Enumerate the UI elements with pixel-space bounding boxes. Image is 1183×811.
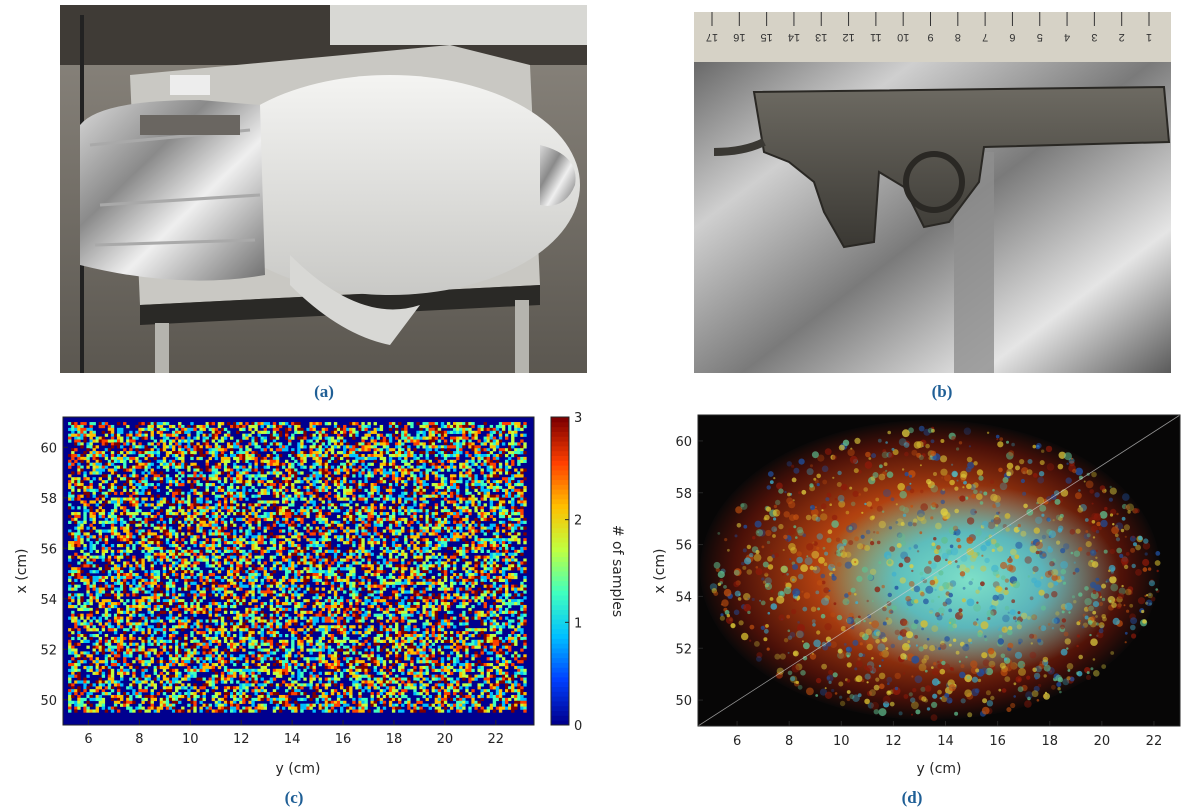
y-tick-label: 52: [675, 642, 692, 657]
x-axis-label-d: y (cm): [917, 761, 962, 777]
colorbar-tick-label: 3: [574, 411, 582, 426]
ruler-number: 13: [815, 31, 827, 43]
x-ticks-c: 6 8 10 12 14 16 18 20 22: [84, 720, 504, 747]
y-tick-label: 54: [675, 590, 692, 605]
y-tick-label: 54: [40, 593, 57, 608]
x-ticks-d: 6 8 10 12 14 16 18 20 22: [733, 721, 1162, 749]
x-tick-label: 12: [885, 734, 902, 749]
ruler-number: 16: [733, 31, 745, 43]
photo-mannequin: [60, 5, 587, 373]
ruler-number: 7: [982, 31, 988, 43]
colorbar-label: # of samples: [609, 525, 625, 617]
ruler-number: 4: [1064, 31, 1070, 43]
photo-pistol: 17 16 15 14 13 12 11 10 9 8 7 6 5 4 3 2 1: [694, 12, 1171, 373]
reconstruction-image: [698, 415, 1180, 726]
x-tick-label: 8: [135, 732, 143, 747]
x-tick-label: 18: [386, 732, 403, 747]
caption-c: (c): [284, 788, 304, 807]
x-tick-label: 22: [1146, 734, 1163, 749]
y-tick-label: 60: [675, 435, 692, 450]
x-tick-label: 20: [1094, 734, 1111, 749]
ruler-number: 14: [788, 31, 800, 43]
caption-d: (d): [901, 788, 923, 807]
x-tick-label: 22: [488, 732, 505, 747]
y-tick-label: 56: [40, 542, 57, 557]
colorbar-tick-label: 1: [574, 616, 582, 631]
x-tick-label: 16: [989, 734, 1006, 749]
x-tick-label: 12: [233, 732, 250, 747]
colorbar-tick-label: 0: [574, 719, 582, 734]
x-tick-label: 16: [335, 732, 352, 747]
ruler-scale: 17 16 15 14 13 12 11 10 9 8 7 6 5 4 3 2 1: [706, 12, 1152, 43]
y-tick-label: 60: [40, 441, 57, 456]
y-ticks-d: 50 52 54 56 58 60: [675, 435, 703, 709]
caption-a: (a): [314, 382, 334, 401]
ruler-number: 2: [1119, 31, 1125, 43]
ruler-number: 12: [842, 31, 854, 43]
x-tick-label: 6: [84, 732, 92, 747]
ruler-number: 11: [870, 31, 881, 43]
colorbar-tick-label: 2: [574, 514, 582, 529]
ruler-number: 9: [927, 31, 933, 43]
ruler-number: 17: [706, 31, 718, 43]
ruler-number: 1: [1146, 31, 1152, 43]
pistol-illustration: 17 16 15 14 13 12 11 10 9 8 7 6 5 4 3 2 1: [694, 12, 1171, 373]
y-tick-label: 58: [675, 487, 692, 502]
ruler-number: 8: [955, 31, 961, 43]
ruler-number: 10: [897, 31, 909, 43]
x-tick-label: 18: [1041, 734, 1058, 749]
ruler-number: 6: [1009, 31, 1015, 43]
y-axis-label-c: x (cm): [14, 549, 30, 594]
ruler-number: 3: [1091, 31, 1097, 43]
y-tick-label: 50: [675, 694, 692, 709]
y-axis-label-d: x (cm): [652, 549, 668, 594]
ruler-number: 5: [1037, 31, 1043, 43]
chart-reconstruction: 6 8 10 12 14 16 18 20 22 50 52 54 56 58 60 y (cm) x (…: [652, 414, 1181, 777]
y-tick-label: 56: [675, 539, 692, 554]
colorbar: [551, 417, 569, 726]
x-axis-label-c: y (cm): [276, 761, 321, 777]
caption-b: (b): [931, 382, 953, 401]
y-tick-label: 58: [40, 492, 57, 507]
y-ticks-c: 50 52 54 56 58 60: [40, 441, 68, 709]
ruler-number: 15: [761, 31, 773, 43]
y-tick-label: 50: [40, 694, 57, 709]
mannequin-illustration: [60, 5, 587, 373]
x-tick-label: 20: [437, 732, 454, 747]
x-tick-label: 6: [733, 734, 741, 749]
y-tick-label: 52: [40, 643, 57, 658]
x-tick-label: 10: [182, 732, 199, 747]
x-tick-label: 14: [937, 734, 954, 749]
heatmap-cells: [68, 422, 527, 713]
x-tick-label: 10: [833, 734, 850, 749]
x-tick-label: 14: [284, 732, 301, 747]
x-tick-label: 8: [785, 734, 793, 749]
colorbar-ticks: 0 1 2 3: [565, 411, 582, 734]
